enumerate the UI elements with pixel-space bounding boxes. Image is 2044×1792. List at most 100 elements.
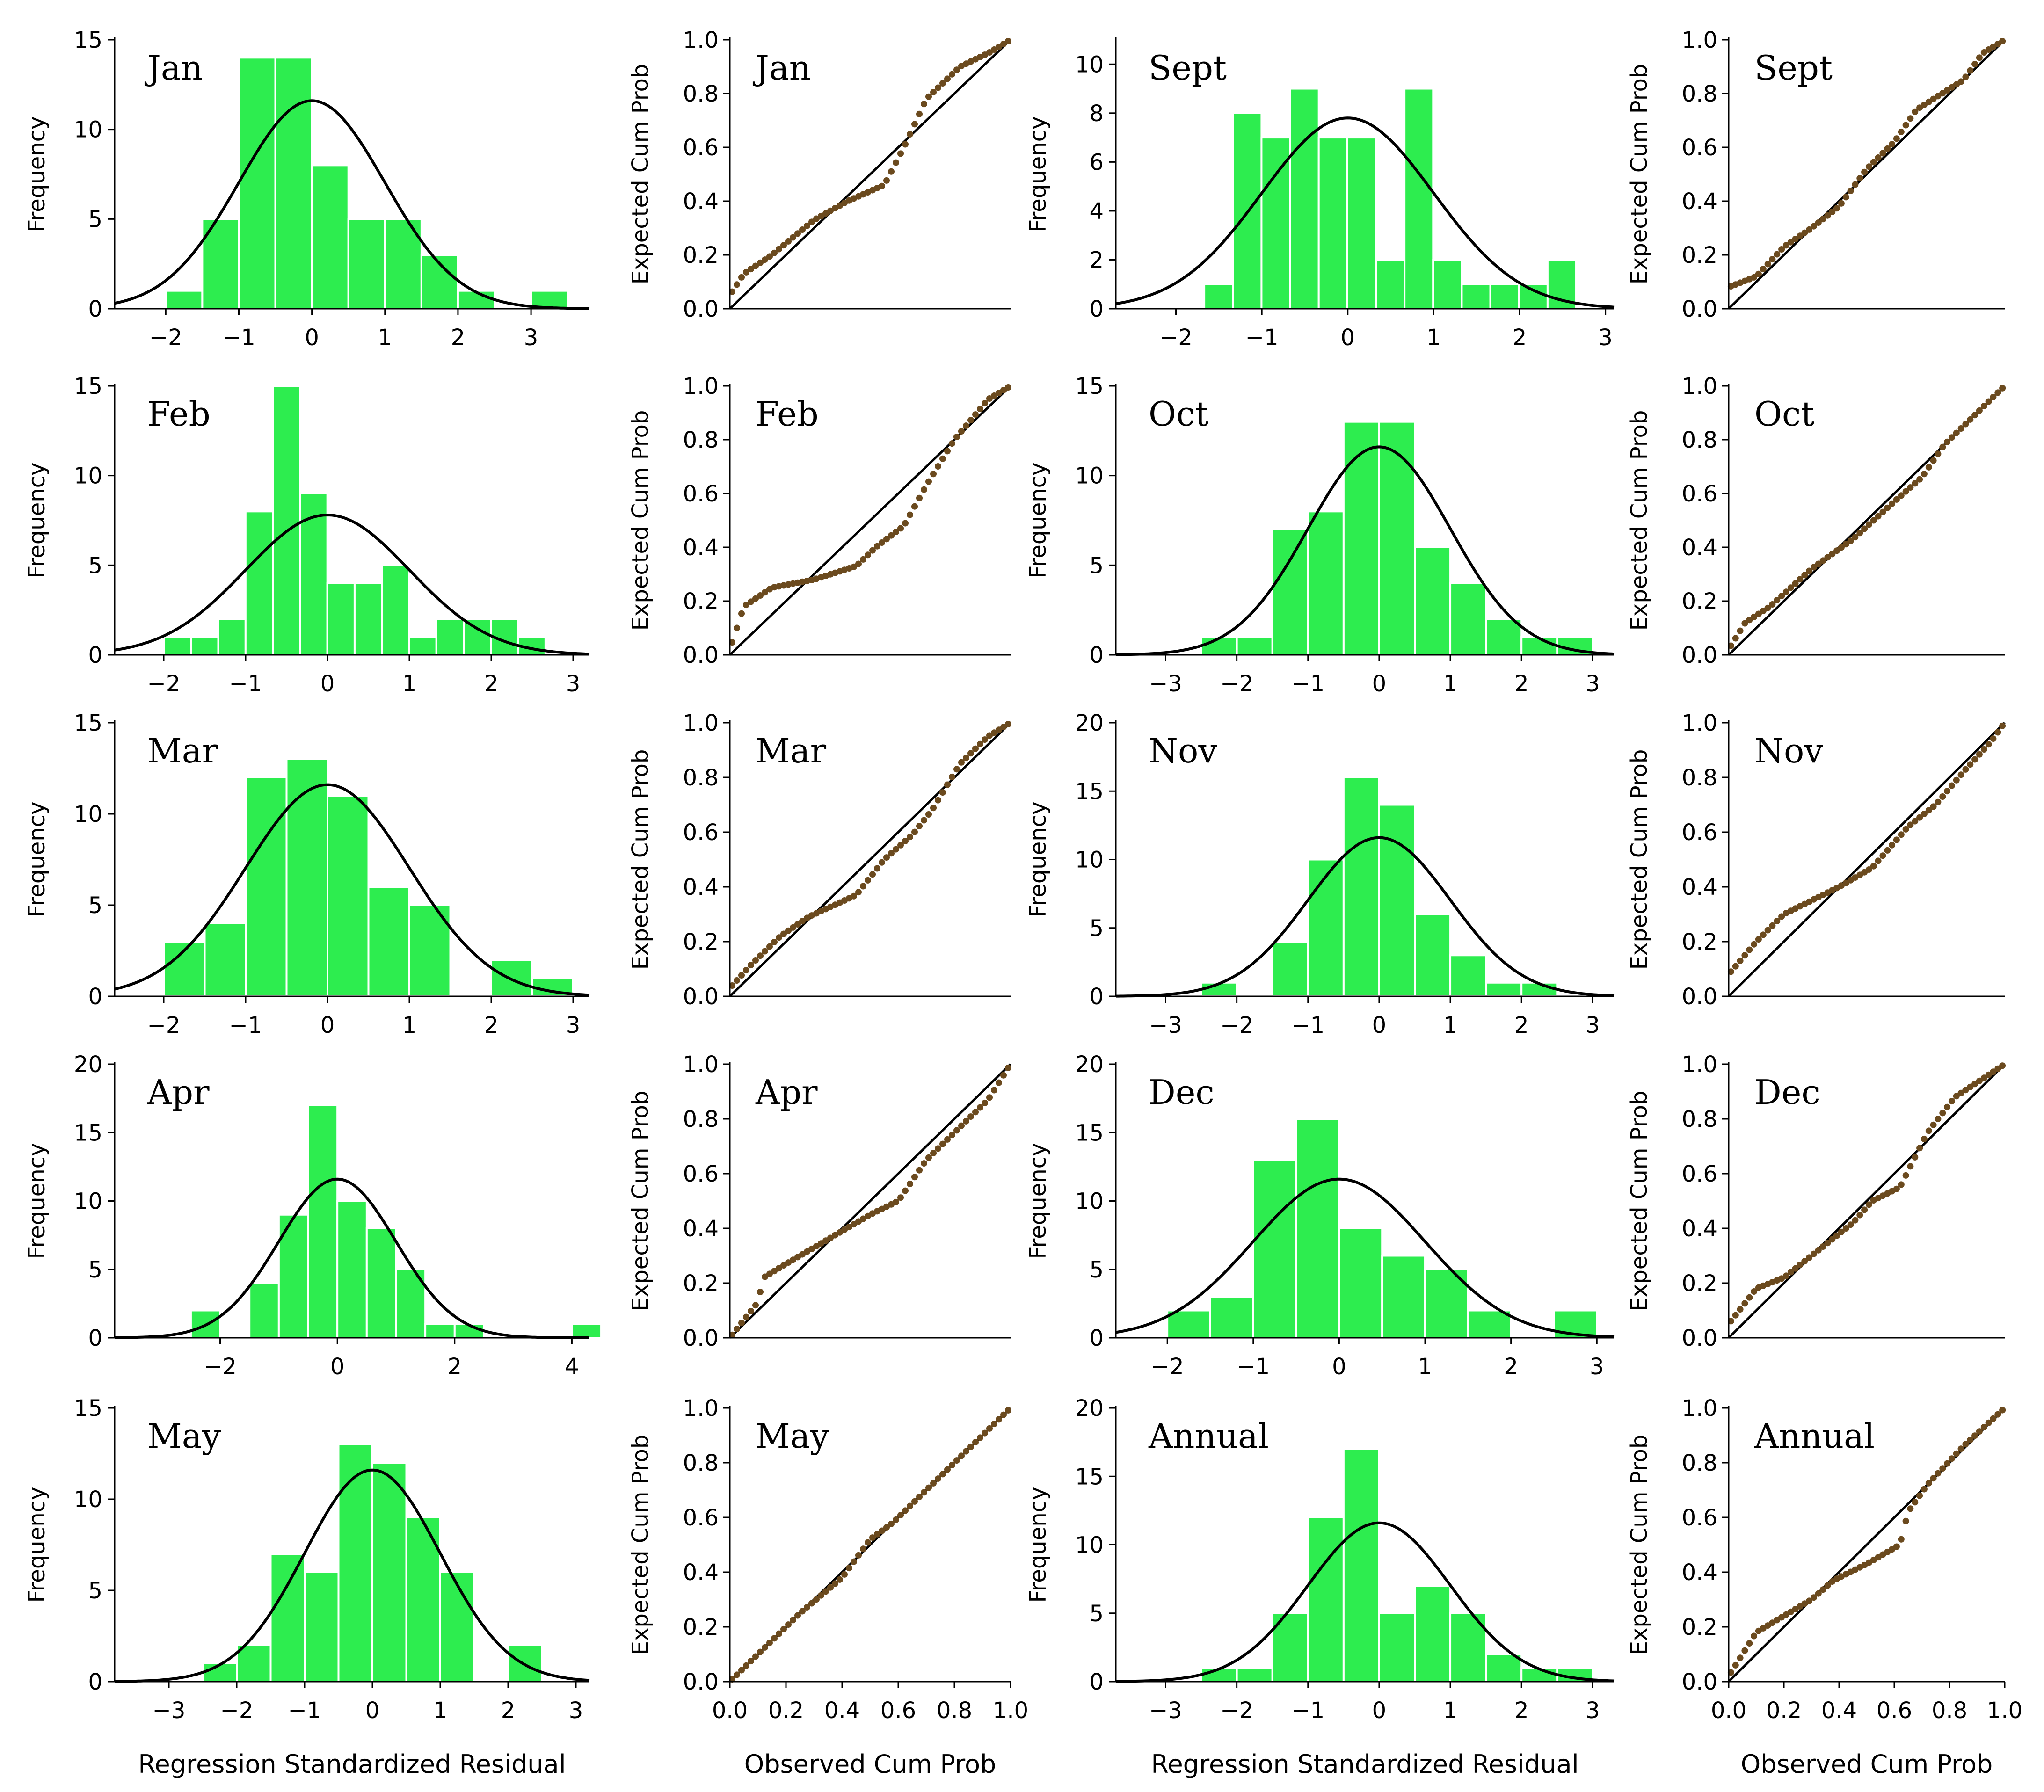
x-tick-label: −3	[1149, 1698, 1182, 1724]
pp-point	[939, 1471, 946, 1478]
pp-point	[911, 1498, 918, 1505]
pp-point	[1893, 496, 1900, 503]
y-tick-label: 1.0	[683, 373, 719, 399]
pp-point	[832, 1580, 838, 1587]
pp-point	[874, 865, 880, 872]
y-tick-label: 5	[1089, 1257, 1104, 1283]
x-tick-label: 0	[320, 671, 335, 697]
y-tick-label: 0.2	[1682, 588, 1717, 615]
pp-point	[921, 1489, 927, 1496]
panel-title: May	[756, 1416, 829, 1456]
pp-point	[986, 1094, 993, 1101]
x-tick-label: 3	[566, 671, 581, 697]
pp-point	[1976, 54, 1983, 61]
histogram-bar	[248, 1282, 280, 1339]
y-tick-label: 10	[1075, 1189, 1104, 1215]
x-tick-label: −2	[1220, 671, 1253, 697]
x-tick-label: 2	[1513, 325, 1527, 351]
y-tick-label: 20	[1075, 710, 1104, 736]
pp-point	[1935, 1116, 1942, 1123]
x-tick-label: 1	[402, 1012, 417, 1038]
pp-point	[743, 268, 749, 276]
y-tick-label: 0.4	[683, 535, 719, 561]
x-tick-label: 0	[1372, 671, 1387, 697]
y-axis-label: Frequency	[24, 463, 50, 579]
y-tick-label: 0	[88, 296, 102, 322]
pp-point	[953, 1457, 960, 1464]
pp-point	[1801, 572, 1808, 579]
pp-point	[1746, 1294, 1753, 1301]
x-tick-label: 3	[1590, 1354, 1604, 1380]
pp-point	[1907, 115, 1914, 122]
pp-point	[902, 141, 909, 148]
x-tick-label: 2	[448, 1354, 462, 1380]
panel-title: Dec	[1149, 1073, 1215, 1112]
y-axis-label: Frequency	[24, 116, 50, 232]
y-tick-label: 0.8	[1682, 81, 1717, 107]
pp-point	[916, 1167, 923, 1174]
pp-point	[822, 1588, 829, 1595]
pp-point	[972, 1109, 979, 1116]
pp-point	[1985, 1419, 1992, 1426]
pp-point	[972, 411, 979, 418]
y-tick-label: 10	[74, 1487, 102, 1513]
y-tick-label: 0.6	[683, 1161, 719, 1187]
histogram-bar	[1338, 1227, 1383, 1339]
pp-point	[748, 1308, 754, 1314]
pp-point	[734, 1671, 740, 1678]
pp-point	[1925, 807, 1932, 814]
pp-point	[780, 930, 787, 937]
reference-line	[729, 39, 1011, 310]
pp-point	[1884, 145, 1891, 152]
pp-point	[1916, 1145, 1923, 1152]
x-tick-label: 0	[1341, 325, 1355, 351]
pp-point	[902, 1507, 909, 1514]
y-tick-label: 0.4	[1682, 189, 1717, 215]
x-tick-label: 2	[1514, 1012, 1529, 1038]
pp-point	[925, 93, 932, 100]
x-tick-label: 1.0	[993, 1698, 1028, 1724]
pp-point	[1898, 1181, 1905, 1188]
histogram-bar	[1307, 1516, 1345, 1683]
y-tick-label: 1.0	[1682, 710, 1717, 736]
y-tick-label: 0.8	[683, 427, 719, 453]
y-tick-label: 0	[1089, 1325, 1104, 1351]
y-tick-label: 6	[1089, 149, 1104, 175]
x-tick-label: 3	[569, 1698, 583, 1724]
pp-point	[1787, 584, 1794, 591]
pp-point	[1847, 188, 1854, 194]
pp-point	[869, 547, 876, 554]
y-tick-label: 0.6	[683, 820, 719, 846]
pp-point	[799, 1608, 806, 1615]
feb-pp-panel: 0.0 0.2 0.4 0.6 0.8 1.0 Expected Cum Prob Feb	[627, 373, 1011, 668]
histogram-bar	[408, 636, 437, 656]
pp-point	[963, 422, 969, 429]
pp-point	[1732, 1312, 1739, 1319]
pp-point	[1939, 443, 1946, 450]
pp-point	[1916, 1492, 1923, 1499]
pp-point	[897, 1194, 904, 1201]
pp-point	[1967, 761, 1974, 768]
pp-point	[1976, 751, 1983, 758]
pp-point	[762, 948, 768, 955]
pp-point	[1819, 557, 1826, 564]
x-axis-label: Observed Cum Prob	[1741, 1749, 1993, 1779]
x-tick-label: 3	[1586, 1698, 1600, 1724]
pp-point	[1865, 1201, 1872, 1208]
histogram-bar	[435, 618, 465, 656]
y-tick-label: 20	[1075, 1052, 1104, 1078]
pp-point	[1774, 918, 1781, 925]
pp-point	[967, 1113, 974, 1120]
pp-point	[799, 226, 806, 233]
pp-point	[771, 1635, 778, 1642]
histogram-bar	[1203, 283, 1234, 310]
y-tick-label: 0.8	[683, 765, 719, 791]
pp-point	[790, 234, 796, 241]
normal-curve	[1115, 116, 1615, 309]
panel-title: Apr	[755, 1073, 818, 1112]
pp-point	[1865, 163, 1872, 170]
histogram-bar	[311, 164, 349, 310]
pp-point	[855, 1552, 862, 1559]
y-tick-label: 0.4	[683, 874, 719, 900]
pp-point	[757, 1289, 764, 1295]
